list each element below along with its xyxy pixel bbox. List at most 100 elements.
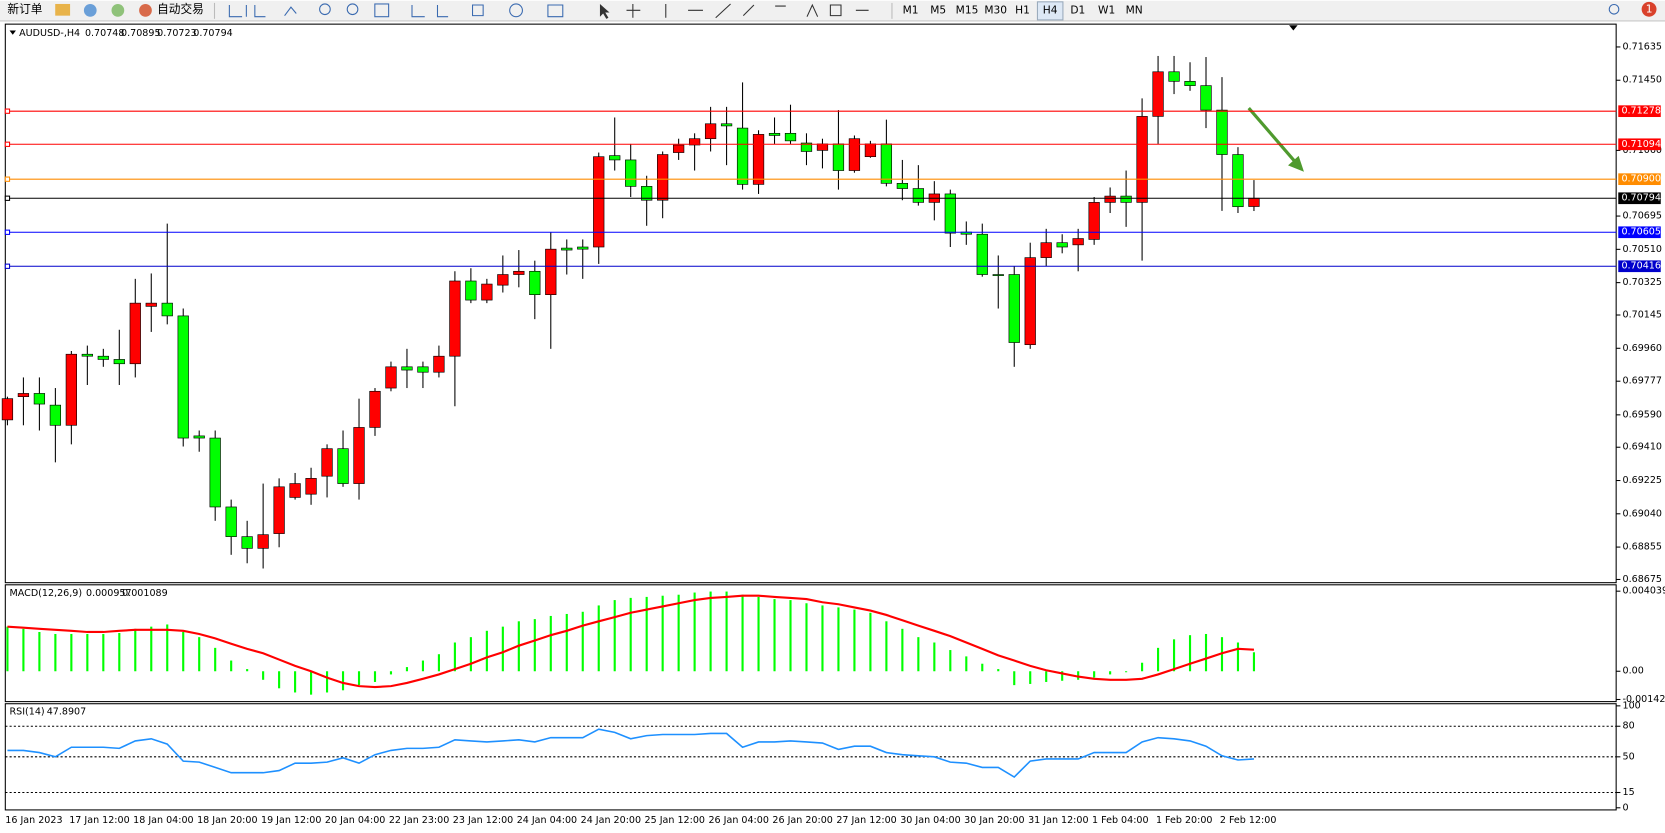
timeframe-button[interactable]: D1 — [1070, 3, 1085, 16]
timeframe-button[interactable]: MN — [1126, 3, 1143, 16]
shift-marker — [1289, 25, 1298, 31]
candle-body — [1168, 71, 1180, 82]
macd-bar — [869, 612, 872, 672]
macd-bar — [102, 633, 105, 672]
candle-body — [417, 366, 429, 373]
macd-bar — [54, 633, 57, 672]
candle-body — [1120, 195, 1132, 203]
x-tick-label: 27 Jan 12:00 — [836, 815, 896, 826]
y-tick-label: 0.71060 — [1623, 145, 1662, 156]
timeframe-button[interactable]: M30 — [984, 3, 1007, 16]
candle-body — [1184, 80, 1196, 86]
macd-bar — [533, 619, 536, 672]
macd-bar — [741, 594, 744, 672]
candle-body — [1136, 116, 1148, 203]
y-tick-label: 15 — [1623, 787, 1635, 798]
x-tick-label: 22 Jan 23:00 — [389, 815, 449, 826]
macd-bar — [901, 628, 904, 672]
candle-body — [1200, 85, 1212, 111]
macd-bar — [501, 626, 504, 672]
price-line-anchor — [4, 108, 11, 114]
active-timeframe-frame — [1036, 1, 1064, 21]
timeframe-button[interactable]: M5 — [930, 3, 946, 16]
macd-bar — [278, 671, 281, 689]
price-tag-label: 0.70416 — [1621, 261, 1660, 272]
price-tag-label: 0.70900 — [1621, 174, 1660, 185]
x-tick-label: 26 Jan 04:00 — [708, 815, 768, 826]
candle-body — [688, 138, 701, 146]
macd-bar — [453, 642, 456, 672]
candle-body — [832, 143, 845, 171]
price-tag-label: 0.71094 — [1621, 139, 1660, 150]
candle-body — [1056, 242, 1068, 248]
x-tick-label: 19 Jan 12:00 — [261, 815, 321, 826]
candle-body — [193, 435, 205, 439]
candle-body — [752, 134, 765, 185]
candle-body — [880, 143, 893, 184]
notification-badge[interactable] — [1641, 1, 1657, 17]
macd-bar — [549, 615, 552, 672]
candle-body — [305, 478, 317, 495]
candle-body — [49, 404, 62, 426]
candle-body — [17, 393, 30, 398]
tool-icons[interactable] — [411, 3, 564, 18]
chart-type-icons[interactable] — [228, 5, 297, 18]
candle-body — [65, 353, 77, 426]
y-tick-label: 0.69960 — [1623, 343, 1662, 354]
zoom-out-icon[interactable] — [346, 3, 359, 16]
candle-body — [736, 127, 749, 185]
icon[interactable] — [55, 3, 71, 16]
candle-body — [720, 123, 733, 127]
cursor-icon[interactable] — [599, 3, 610, 19]
zoom-in-icon[interactable] — [319, 3, 331, 16]
candle-body — [896, 183, 908, 189]
macd-bar — [70, 633, 73, 672]
timeframe-button[interactable]: H4 — [1043, 3, 1058, 16]
timeframe-button[interactable]: W1 — [1098, 3, 1115, 16]
icon[interactable] — [139, 3, 152, 17]
x-tick-label: 31 Jan 12:00 — [1028, 815, 1088, 826]
macd-bar — [1029, 671, 1032, 684]
candle-body — [113, 359, 125, 365]
drawing-tools[interactable] — [626, 3, 869, 19]
macd-bar — [1172, 639, 1176, 672]
candle-body — [657, 154, 669, 201]
timeframe-button[interactable]: H1 — [1015, 3, 1030, 16]
candle-body — [1152, 71, 1164, 117]
macd-bar — [198, 637, 201, 672]
tile-icon[interactable] — [374, 3, 390, 18]
y-tick-label: 0.71635 — [1623, 41, 1662, 52]
x-tick-label: 30 Jan 20:00 — [964, 815, 1024, 826]
candle-body — [1, 398, 14, 421]
icon[interactable] — [111, 3, 125, 17]
new-order-button[interactable]: 新订单 — [7, 2, 42, 16]
macd-bar — [341, 671, 345, 691]
rsi-line — [7, 728, 1255, 779]
y-tick-label: 0.68855 — [1623, 542, 1662, 553]
macd-bar — [581, 611, 584, 672]
timeframe-button[interactable]: M1 — [903, 3, 919, 16]
candle-body — [289, 483, 301, 498]
y-tick-label: 0.70145 — [1623, 310, 1662, 321]
price-tag-label: 0.70794 — [1621, 193, 1660, 204]
x-tick-label: 1 Feb 20:00 — [1156, 815, 1213, 826]
auto-trading-button[interactable]: 自动交易 — [157, 2, 204, 16]
macd-signal-value: 0.001089 — [122, 588, 168, 599]
macd-bar — [805, 603, 808, 672]
price-line-anchor — [4, 141, 11, 147]
candle-body — [593, 156, 605, 248]
macd-bar — [86, 633, 89, 672]
candle-body — [449, 280, 461, 357]
icon[interactable] — [83, 3, 97, 17]
candle-body — [864, 143, 877, 158]
macd-bar — [230, 660, 233, 672]
timeframe-button[interactable]: M15 — [956, 3, 979, 16]
price-tag — [1618, 105, 1661, 118]
macd-bar — [1204, 633, 1208, 672]
candle-body — [1088, 202, 1100, 240]
candle-body — [257, 534, 269, 549]
search-icon[interactable] — [1608, 3, 1620, 15]
candle-body — [513, 270, 525, 275]
macd-bar — [1236, 642, 1240, 672]
